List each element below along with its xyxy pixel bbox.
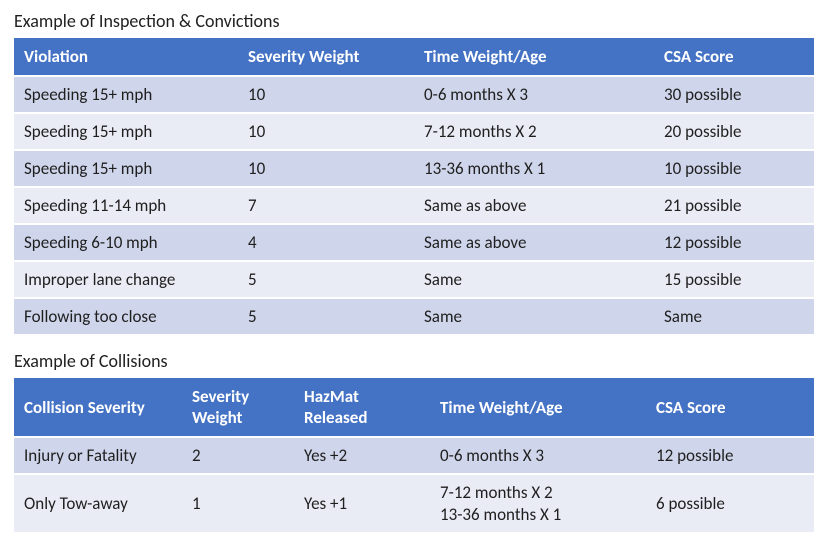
table-cell: Improper lane change: [14, 261, 238, 298]
table2-title: Example of Collisions: [14, 350, 814, 372]
table-cell: 2: [182, 437, 294, 474]
column-header: CSA Score: [654, 38, 814, 76]
table-cell: 1: [182, 474, 294, 533]
table-row: Speeding 15+ mph100-6 months X 330 possi…: [14, 76, 814, 113]
table-cell: 5: [238, 261, 414, 298]
column-header: Time Weight/Age: [414, 38, 654, 76]
column-header: CSA Score: [646, 378, 814, 437]
table-cell: Same as above: [414, 187, 654, 224]
table-cell: Same as above: [414, 224, 654, 261]
table-cell: Same: [414, 298, 654, 335]
table-cell: 15 possible: [654, 261, 814, 298]
table1-title: Example of Inspection & Convictions: [14, 10, 814, 32]
table-cell: 0-6 months X 3: [414, 76, 654, 113]
table-cell: 10: [238, 150, 414, 187]
table-cell: 21 possible: [654, 187, 814, 224]
table-cell: Speeding 11-14 mph: [14, 187, 238, 224]
table-row: Following too close5SameSame: [14, 298, 814, 335]
table-cell: 10 possible: [654, 150, 814, 187]
table-cell: 10: [238, 113, 414, 150]
collisions-table: Collision SeveritySeverity WeightHazMat …: [14, 378, 814, 534]
table-row: Speeding 11-14 mph7Same as above21 possi…: [14, 187, 814, 224]
table-cell: 5: [238, 298, 414, 335]
table-cell: 12 possible: [646, 437, 814, 474]
table-row: Speeding 6-10 mph4Same as above12 possib…: [14, 224, 814, 261]
table-cell: Same: [654, 298, 814, 335]
column-header: Time Weight/Age: [430, 378, 646, 437]
table-cell: Yes +2: [294, 437, 430, 474]
table-cell: Yes +1: [294, 474, 430, 533]
table-row: Speeding 15+ mph1013-36 months X 110 pos…: [14, 150, 814, 187]
column-header: Severity Weight: [182, 378, 294, 437]
table-cell: Only Tow-away: [14, 474, 182, 533]
table-cell: 4: [238, 224, 414, 261]
table-row: Injury or Fatality2Yes +20-6 months X 31…: [14, 437, 814, 474]
table-cell: Injury or Fatality: [14, 437, 182, 474]
table-cell: 30 possible: [654, 76, 814, 113]
column-header: Violation: [14, 38, 238, 76]
table-cell: Speeding 6-10 mph: [14, 224, 238, 261]
inspection-convictions-table: ViolationSeverity WeightTime Weight/AgeC…: [14, 38, 814, 336]
table-cell: Speeding 15+ mph: [14, 76, 238, 113]
table-cell: 6 possible: [646, 474, 814, 533]
table-cell: 7-12 months X 2: [414, 113, 654, 150]
column-header: Collision Severity: [14, 378, 182, 437]
table-cell: 12 possible: [654, 224, 814, 261]
table-cell: Following too close: [14, 298, 238, 335]
column-header: Severity Weight: [238, 38, 414, 76]
table-cell: 13-36 months X 1: [414, 150, 654, 187]
table-cell: 0-6 months X 3: [430, 437, 646, 474]
table-cell: 20 possible: [654, 113, 814, 150]
table-row: Improper lane change5Same15 possible: [14, 261, 814, 298]
table-cell: 7: [238, 187, 414, 224]
table-cell: Speeding 15+ mph: [14, 150, 238, 187]
table-cell: 7-12 months X 213-36 months X 1: [430, 474, 646, 533]
column-header: HazMat Released: [294, 378, 430, 437]
table-cell: 10: [238, 76, 414, 113]
table-cell: Speeding 15+ mph: [14, 113, 238, 150]
table-cell: Same: [414, 261, 654, 298]
table-row: Only Tow-away1Yes +17-12 months X 213-36…: [14, 474, 814, 533]
table-row: Speeding 15+ mph107-12 months X 220 poss…: [14, 113, 814, 150]
